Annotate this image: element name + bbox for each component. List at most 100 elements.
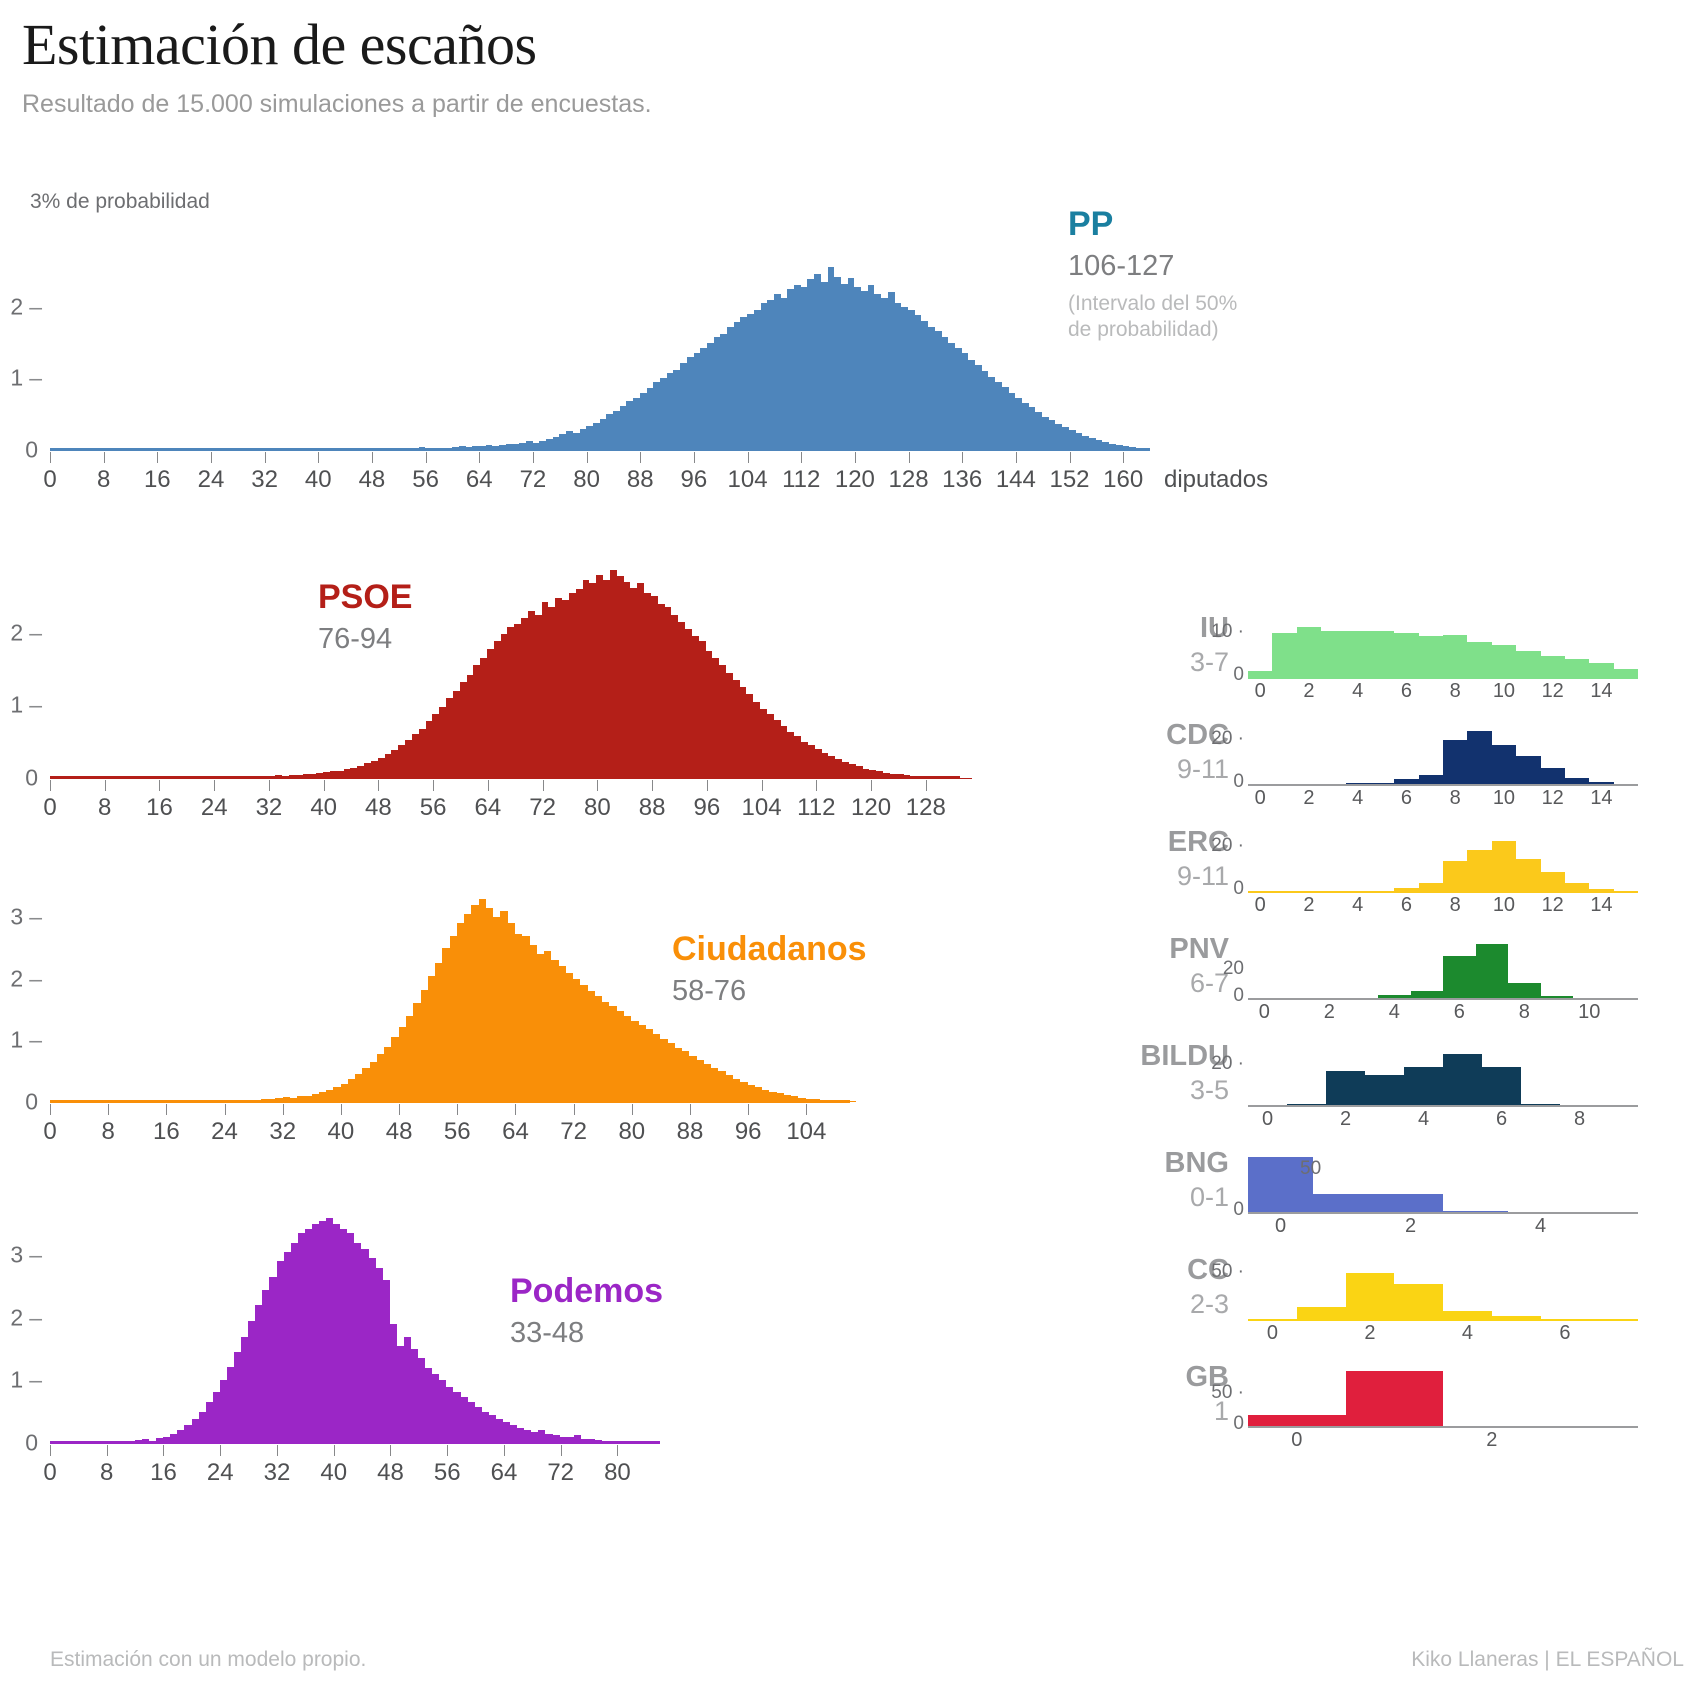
- small-x-label-pnv-4: 4: [1388, 1001, 1400, 1023]
- small-bars-pnv: [1248, 941, 1638, 999]
- small-x-label-erc-8: 8: [1449, 894, 1461, 916]
- small-chart-cc: CC 2-3 50 · 0 2 4 6: [1120, 1254, 1690, 1361]
- x-tick-pp-48: [371, 452, 373, 463]
- bars-ciudadanos: [50, 880, 857, 1102]
- x-label-podemos-8: 8: [100, 1459, 114, 1486]
- party-note-pp: (Intervalo del 50% de probabilidad): [1068, 292, 1238, 341]
- y-tick-pp-0: 0: [25, 436, 38, 463]
- baseline-pp: [50, 448, 1150, 451]
- x-tick-podemos-64: [503, 1445, 505, 1456]
- small-x-label-erc-2: 2: [1303, 894, 1315, 916]
- y-tick-pp-1: 1–: [10, 364, 42, 391]
- x-tick-psoe-0: [50, 780, 51, 791]
- header: Estimación de escaños Resultado de 15.00…: [22, 14, 1222, 119]
- x-tick-pp-80: [586, 452, 588, 463]
- small-chart-erc: ERC 9-11 20 · 0 0 2 4 6 8 10 12 14: [1120, 826, 1690, 933]
- small-x-label-bng-2: 2: [1404, 1215, 1417, 1237]
- party-range-psoe: 76-94: [318, 623, 393, 655]
- x-label-ciudadanos-40: 40: [327, 1118, 355, 1145]
- y-tick-podemos-1: 1–: [10, 1366, 42, 1393]
- small-plot-cc: 50 · 0 2 4 6: [1211, 1260, 1638, 1344]
- y-tick-ciudadanos-1: 1–: [10, 1026, 42, 1053]
- small-label-cdc: CDC 9-11: [1059, 719, 1229, 785]
- small-x-label-gb-0: 0: [1291, 1429, 1303, 1451]
- party-label-pp: PP 106-127 (Intervalo del 50% de probabilid…: [1068, 205, 1237, 343]
- small-party-range-cdc: 9-11: [1176, 754, 1229, 784]
- small-bars-cdc: [1248, 727, 1638, 785]
- small-x-label-cdc-4: 4: [1352, 787, 1364, 809]
- small-party-range-gb: 1: [1213, 1396, 1229, 1426]
- y-tick-ciudadanos-2: 2–: [10, 965, 42, 992]
- x-label-pp-80: 80: [573, 466, 600, 493]
- x-tick-podemos-80: [617, 1445, 619, 1456]
- x-label-pp-40: 40: [304, 466, 332, 493]
- small-label-cc: CC 2-3: [1059, 1254, 1229, 1320]
- small-label-erc: ERC 9-11: [1059, 826, 1229, 892]
- small-x-label-erc-6: 6: [1400, 894, 1412, 916]
- small-party-range-cc: 2-3: [1189, 1289, 1229, 1319]
- x-label-podemos-64: 64: [490, 1459, 518, 1486]
- x-label-pp-144: 144: [995, 466, 1036, 493]
- plot-area-ciudadanos: [50, 880, 857, 1103]
- x-label-pp-32: 32: [251, 466, 278, 493]
- x-label-pp-88: 88: [626, 466, 654, 493]
- x-tick-pp-88: [640, 452, 642, 463]
- footer-note: Estimación con un modelo propio.: [50, 1648, 367, 1671]
- small-x-label-iu-8: 8: [1449, 680, 1461, 702]
- small-y-label-iu: 10 ·: [1211, 621, 1244, 643]
- x-label-psoe-112: 112: [797, 794, 836, 821]
- x-label-ciudadanos-16: 16: [153, 1118, 180, 1145]
- party-name-podemos: Podemos: [510, 1272, 664, 1310]
- x-tick-psoe-40: [323, 780, 325, 791]
- footer-credit: Kiko Llaneras | EL ESPAÑOL: [1411, 1648, 1684, 1671]
- small-x-label-erc-4: 4: [1352, 894, 1364, 916]
- small-party-name-erc: ERC: [1167, 826, 1229, 858]
- x-label-ciudadanos-64: 64: [502, 1118, 529, 1145]
- small-x-label-bildu-4: 4: [1417, 1108, 1430, 1130]
- x-label-psoe-40: 40: [310, 794, 338, 821]
- bars-podemos: [50, 1205, 660, 1443]
- small-party-range-bng: 0-1: [1189, 1182, 1229, 1212]
- small-x-label-pnv-0: 0: [1258, 1001, 1270, 1023]
- x-label-podemos-24: 24: [206, 1459, 234, 1486]
- x-label-pp-72: 72: [519, 466, 547, 493]
- x-tick-ciudadanos-104: [806, 1104, 808, 1115]
- x-tick-psoe-24: [214, 780, 216, 791]
- small-x-label-cdc-2: 2: [1303, 787, 1315, 809]
- x-label-podemos-32: 32: [263, 1459, 291, 1486]
- small-x-label-erc-14: 14: [1590, 894, 1613, 916]
- x-tick-pp-16: [157, 452, 159, 463]
- small-baseline-bng: [1248, 1212, 1638, 1214]
- x-label-ciudadanos-8: 8: [101, 1118, 115, 1145]
- x-label-pp-160: 160: [1103, 466, 1144, 493]
- x-label-ciudadanos-80: 80: [618, 1118, 646, 1145]
- small-party-name-gb: GB: [1185, 1361, 1230, 1393]
- x-label-psoe-24: 24: [200, 794, 228, 821]
- x-label-podemos-16: 16: [150, 1459, 177, 1486]
- small-x-label-bildu-2: 2: [1339, 1108, 1352, 1130]
- small-zero-label-cdc: 0: [1233, 771, 1244, 792]
- x-tick-ciudadanos-24: [224, 1104, 226, 1115]
- y-tick-psoe-1: 1–: [10, 691, 42, 718]
- x-label-pp-16: 16: [143, 466, 171, 493]
- x-tick-ciudadanos-0: [50, 1104, 51, 1115]
- x-tick-psoe-8: [104, 780, 106, 791]
- small-baseline-bildu: [1248, 1105, 1638, 1107]
- small-zero-label-bng: 0: [1233, 1199, 1244, 1220]
- x-label-pp-24: 24: [197, 466, 225, 493]
- small-x-label-bildu-0: 0: [1261, 1108, 1274, 1130]
- small-x-label-iu-10: 10: [1492, 680, 1516, 702]
- party-label-podemos: Podemos 33-48: [510, 1272, 663, 1350]
- small-party-name-cdc: CDC: [1166, 719, 1229, 751]
- small-y-label-cdc: 20 ·: [1211, 728, 1244, 750]
- x-label-ciudadanos-24: 24: [211, 1118, 238, 1145]
- x-tick-podemos-72: [560, 1445, 562, 1456]
- party-name-psoe: PSOE: [318, 578, 413, 616]
- small-y-label-gb: 50 ·: [1211, 1382, 1244, 1404]
- small-label-pnv: PNV 6-7: [1059, 933, 1229, 999]
- small-baseline-pnv: [1248, 998, 1638, 1000]
- x-tick-pp-120: [854, 452, 856, 463]
- x-label-ciudadanos-72: 72: [560, 1118, 587, 1145]
- baseline-podemos: [50, 1441, 660, 1444]
- small-x-label-pnv-6: 6: [1453, 1001, 1465, 1023]
